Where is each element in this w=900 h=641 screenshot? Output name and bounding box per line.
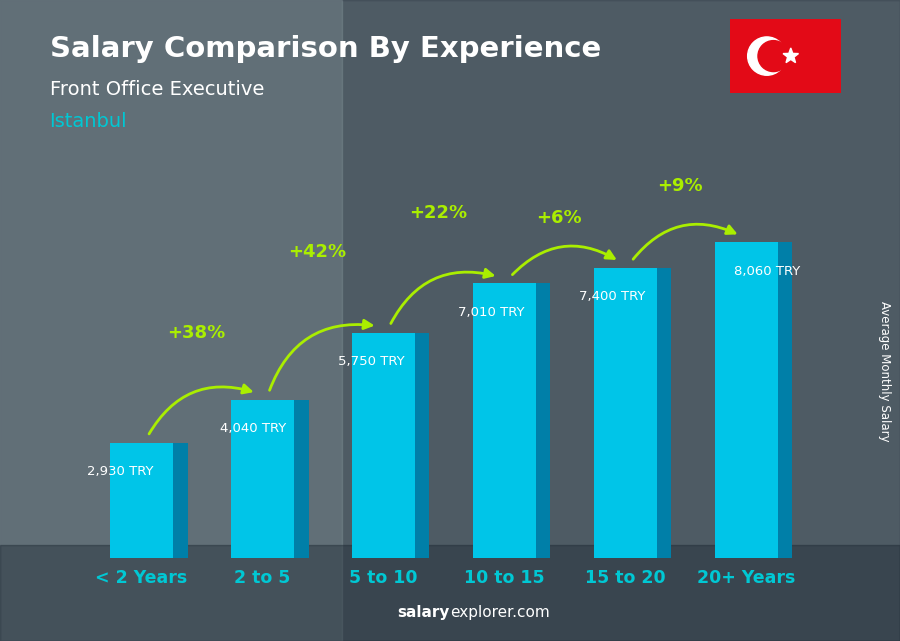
Text: Salary Comparison By Experience: Salary Comparison By Experience [50, 35, 601, 63]
Text: +9%: +9% [657, 177, 703, 195]
Text: +6%: +6% [536, 210, 581, 228]
Text: 8,060 TRY: 8,060 TRY [734, 265, 800, 278]
Polygon shape [778, 242, 792, 558]
Polygon shape [594, 268, 657, 558]
Text: 7,010 TRY: 7,010 TRY [458, 306, 525, 319]
Text: +42%: +42% [288, 243, 346, 261]
Text: explorer.com: explorer.com [450, 606, 550, 620]
Text: salary: salary [398, 606, 450, 620]
Text: Istanbul: Istanbul [50, 112, 127, 131]
Polygon shape [173, 443, 187, 558]
Polygon shape [294, 399, 309, 558]
Text: 5,750 TRY: 5,750 TRY [338, 355, 404, 368]
Polygon shape [657, 268, 671, 558]
Bar [0, 0, 342, 641]
Polygon shape [415, 333, 429, 558]
Polygon shape [231, 399, 294, 558]
Text: 4,040 TRY: 4,040 TRY [220, 422, 286, 435]
Text: Average Monthly Salary: Average Monthly Salary [878, 301, 890, 442]
Polygon shape [110, 443, 173, 558]
Polygon shape [715, 242, 778, 558]
Text: 7,400 TRY: 7,400 TRY [580, 290, 646, 303]
Circle shape [748, 37, 786, 75]
Polygon shape [352, 333, 415, 558]
Polygon shape [783, 48, 798, 63]
Text: 2,930 TRY: 2,930 TRY [87, 465, 154, 478]
Text: +22%: +22% [409, 204, 467, 222]
Circle shape [758, 40, 789, 72]
Polygon shape [473, 283, 536, 558]
Text: Front Office Executive: Front Office Executive [50, 80, 264, 99]
Text: +38%: +38% [166, 324, 225, 342]
Polygon shape [536, 283, 551, 558]
Bar [0, 545, 900, 641]
FancyBboxPatch shape [729, 18, 842, 94]
